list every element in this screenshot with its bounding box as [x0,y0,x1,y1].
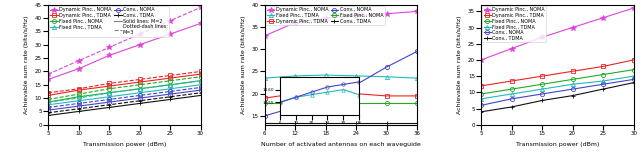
Legend: Dynamic Pinc., NOMA, Dynamic Pinc., TDMA, Fixed Pinc., NOMA, Fixed Pinc., TDMA, : Dynamic Pinc., NOMA, Dynamic Pinc., TDMA… [49,6,170,37]
Legend: Dynamic Pinc., NOMA, Fixed Pinc., TDMA, Dynamic Pinc., TDMA, Conv., NOMA, Fixed : Dynamic Pinc., NOMA, Fixed Pinc., TDMA, … [266,6,385,25]
Legend: Dynamic Pinc., NOMA, Dynamic Pinc., TDMA, Fixed Pinc., NOMA, Fixed Pinc., TDMA, : Dynamic Pinc., NOMA, Dynamic Pinc., TDMA… [482,6,547,42]
Y-axis label: Achievable sum rate (bits/s/Hz): Achievable sum rate (bits/s/Hz) [24,16,29,114]
Y-axis label: Achievable sum rate (bits/s/Hz): Achievable sum rate (bits/s/Hz) [458,16,462,114]
Y-axis label: Achievable sum rate (bits/s/Hz): Achievable sum rate (bits/s/Hz) [241,16,246,114]
X-axis label: Transmission power (dBm): Transmission power (dBm) [516,142,599,147]
X-axis label: Number of activated antennas on each waveguide: Number of activated antennas on each wav… [261,142,420,147]
X-axis label: Transmission power (dBm): Transmission power (dBm) [83,142,166,147]
